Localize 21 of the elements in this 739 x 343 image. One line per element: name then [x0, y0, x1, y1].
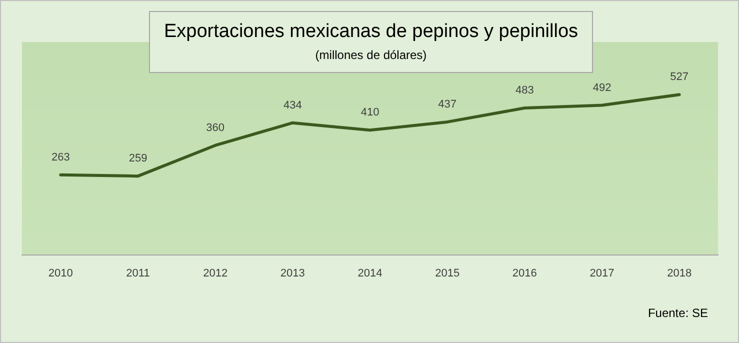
- data-label: 360: [206, 122, 225, 134]
- x-tick-label: 2018: [667, 267, 692, 280]
- chart-title: Exportaciones mexicanas de pepinos y pepinillos: [162, 21, 580, 43]
- text: (millones de dólares): [314, 48, 428, 62]
- data-label: 492: [592, 82, 612, 94]
- source-note: Fuente: SE: [648, 306, 708, 320]
- data-label: 410: [360, 106, 380, 119]
- data-label: 437: [438, 98, 457, 110]
- data-label: 263: [51, 151, 70, 164]
- data-label: 259: [128, 152, 148, 165]
- x-tick-label: 2014: [358, 267, 382, 280]
- data-label: 434: [283, 99, 302, 112]
- x-tick-label: 2016: [512, 267, 537, 280]
- data-label: 483: [515, 84, 534, 96]
- x-tick-label: 2012: [203, 267, 228, 280]
- x-tick-label: 2011: [126, 267, 150, 280]
- data-label: 527: [670, 71, 689, 84]
- x-tick-label: 2015: [435, 267, 460, 280]
- x-tick-label: 2013: [280, 267, 305, 280]
- x-tick-label: 2010: [48, 267, 73, 280]
- x-tick-label: 2017: [590, 267, 614, 280]
